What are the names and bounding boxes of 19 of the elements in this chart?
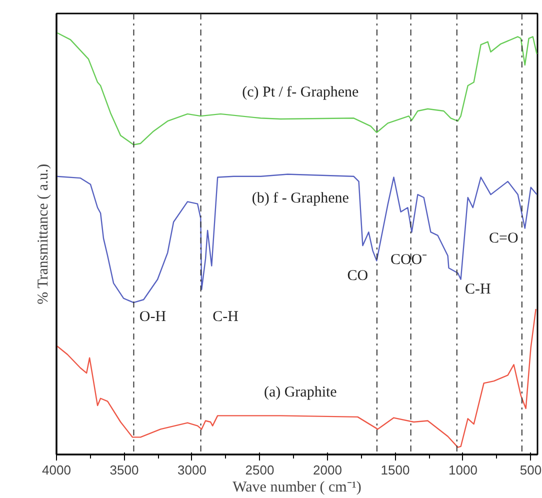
series-label: (a) Graphite bbox=[264, 384, 338, 400]
x-tick-label: 2500 bbox=[245, 462, 274, 478]
ref-line-label: O-H bbox=[139, 308, 166, 325]
x-tick-label: 1000 bbox=[448, 462, 478, 478]
series-label: (c) Pt / f- Graphene bbox=[242, 84, 360, 101]
x-tick-label: 2000 bbox=[313, 462, 342, 478]
ref-line-label: C-H bbox=[464, 281, 491, 298]
x-tick-label: 3000 bbox=[178, 462, 206, 478]
x-tick-label: 4000 bbox=[42, 462, 71, 478]
ref-line-label: C-H bbox=[212, 308, 239, 325]
ref-line-label: CO bbox=[347, 268, 368, 284]
x-tick-label: 500 bbox=[520, 462, 542, 478]
ref-line-label: C=O bbox=[488, 230, 518, 246]
x-tick-label: 1500 bbox=[380, 462, 410, 478]
y-axis-title: % Transmittance ( a.u.) bbox=[36, 164, 52, 304]
x-tick-label: 3500 bbox=[110, 462, 139, 478]
ref-line-label: COO⁻ bbox=[390, 252, 428, 268]
series-label: (b) f - Graphene bbox=[252, 190, 350, 207]
x-axis-title: Wave number ( cm⁻¹) bbox=[232, 480, 362, 496]
